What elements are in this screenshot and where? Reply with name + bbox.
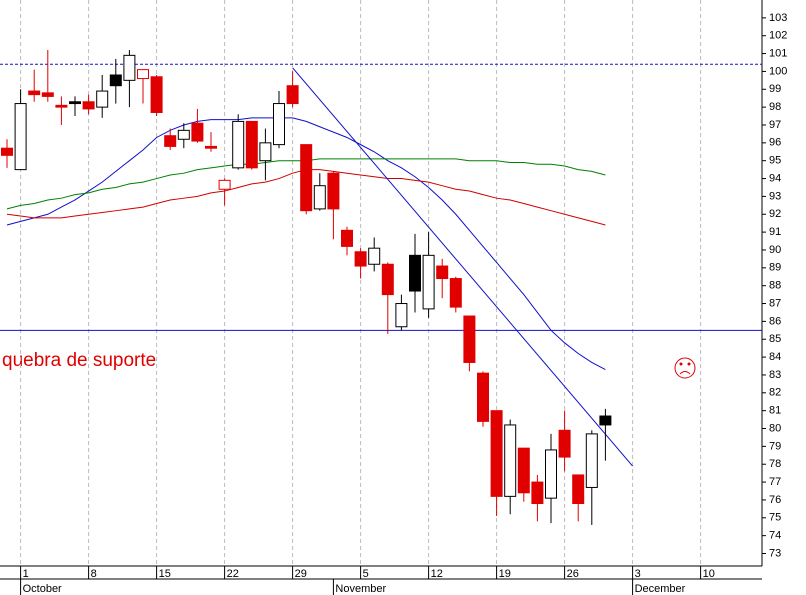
y-tick-label: 86 — [769, 315, 781, 327]
candle-body — [517, 447, 530, 494]
candle-body — [123, 54, 136, 81]
y-tick-label: 91 — [769, 226, 781, 238]
candle-body — [232, 120, 245, 169]
candle-body — [300, 144, 313, 212]
y-tick-label: 103 — [769, 12, 787, 24]
y-tick-label: 102 — [769, 30, 787, 42]
candle-body — [381, 263, 394, 296]
candle-body — [436, 265, 449, 280]
y-tick-label: 75 — [769, 512, 781, 524]
candle-body — [286, 85, 299, 105]
candle-body — [177, 129, 190, 140]
y-tick-label: 85 — [769, 333, 781, 345]
x-tick-label: 26 — [567, 568, 579, 580]
candle-body — [354, 251, 367, 267]
y-tick-label: 99 — [769, 83, 781, 95]
y-tick-label: 90 — [769, 244, 781, 256]
frown-icon — [674, 357, 696, 379]
y-tick-label: 92 — [769, 208, 781, 220]
candle-body — [150, 76, 163, 113]
y-tick-label: 78 — [769, 458, 781, 470]
y-tick-label: 97 — [769, 119, 781, 131]
candle-body — [205, 145, 217, 149]
y-tick-label: 95 — [769, 155, 781, 167]
candle-body — [96, 90, 109, 108]
month-label: December — [635, 583, 686, 595]
candle-body — [28, 90, 41, 96]
candle-body — [545, 449, 557, 499]
y-tick-label: 82 — [769, 387, 781, 399]
y-tick-label: 88 — [769, 280, 781, 292]
y-tick-label: 93 — [769, 190, 781, 202]
x-tick-label: 1 — [23, 568, 29, 580]
candle-body — [1, 147, 13, 156]
x-tick-label: 3 — [635, 568, 641, 580]
x-tick-label: 8 — [91, 568, 97, 580]
candle-body — [572, 474, 585, 505]
y-tick-label: 100 — [769, 65, 787, 77]
candle-body — [82, 101, 95, 110]
trendline — [292, 67, 633, 467]
candle-body — [69, 101, 81, 105]
candle-body — [490, 410, 503, 497]
x-tick-label: 22 — [227, 568, 239, 580]
candle-body — [477, 372, 489, 422]
candle-body — [504, 424, 517, 497]
y-tick-label: 77 — [769, 476, 781, 488]
candle-body — [463, 315, 476, 363]
x-tick-label: 12 — [431, 568, 443, 580]
candle-body — [327, 172, 340, 210]
moving-average — [6, 117, 606, 371]
candle-body — [164, 135, 177, 147]
annotation: quebra de suporte — [2, 350, 156, 371]
candle-body — [395, 303, 408, 328]
candle-body — [218, 179, 231, 190]
candle-body — [313, 185, 326, 210]
candle-body — [191, 122, 204, 142]
candle-body — [368, 247, 381, 265]
x-tick-label: 15 — [159, 568, 171, 580]
y-tick-label: 73 — [769, 547, 781, 559]
y-tick-label: 98 — [769, 101, 781, 113]
candle-body — [422, 254, 435, 310]
candle-body — [341, 229, 353, 247]
candle-body — [449, 278, 462, 308]
candle-body — [55, 104, 68, 108]
y-tick-label: 79 — [769, 440, 781, 452]
month-label: November — [335, 583, 386, 595]
candle-body — [531, 481, 544, 505]
candle-body — [259, 142, 272, 162]
x-tick-label: 29 — [295, 568, 307, 580]
x-tick-label: 19 — [499, 568, 511, 580]
y-tick-label: 74 — [769, 530, 781, 542]
candle-body — [109, 74, 122, 87]
y-tick-label: 89 — [769, 262, 781, 274]
candle-body — [41, 92, 54, 97]
y-tick-label: 96 — [769, 137, 781, 149]
y-tick-label: 76 — [769, 494, 781, 506]
y-tick-label: 81 — [769, 405, 781, 417]
y-tick-label: 87 — [769, 297, 781, 309]
candle-body — [585, 433, 598, 488]
x-tick-label: 10 — [703, 568, 715, 580]
y-tick-label: 80 — [769, 422, 781, 434]
candle-body — [409, 254, 421, 292]
candle-body — [245, 120, 258, 169]
candle-body — [558, 429, 571, 458]
candle-body — [599, 415, 612, 426]
y-tick-label: 83 — [769, 369, 781, 381]
candle-body — [273, 103, 285, 146]
x-tick-label: 5 — [363, 568, 369, 580]
y-tick-label: 94 — [769, 172, 781, 184]
y-tick-label: 101 — [769, 47, 787, 59]
month-label: October — [23, 583, 62, 595]
y-tick-label: 84 — [769, 351, 781, 363]
candle-body — [137, 69, 149, 80]
candle-body — [14, 103, 27, 171]
